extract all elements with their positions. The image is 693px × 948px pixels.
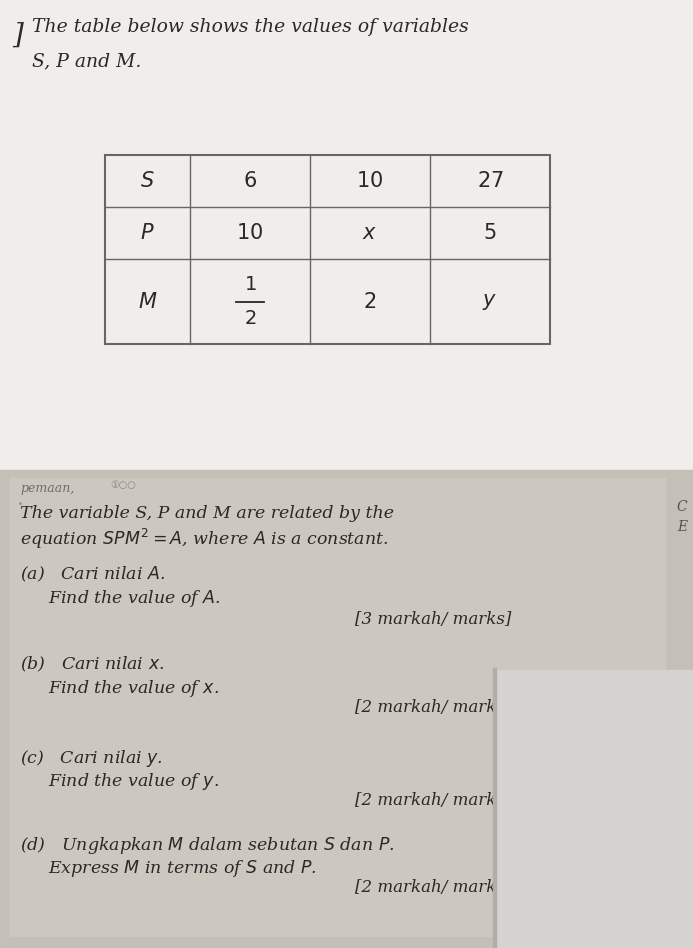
Text: E: E (677, 520, 687, 534)
Bar (10, 478, 665, 936)
Bar (495, 670, 693, 948)
Text: $M$: $M$ (138, 291, 157, 312)
Text: (d)   Ungkapkan $M$ dalam sebutan $S$ dan $P$.: (d) Ungkapkan $M$ dalam sebutan $S$ dan … (20, 835, 394, 856)
Text: $y$: $y$ (482, 291, 498, 312)
Text: $27$: $27$ (477, 171, 503, 191)
Text: [3 markah/ marks]: [3 markah/ marks] (355, 611, 511, 628)
Text: (c)   Cari nilai $y$.: (c) Cari nilai $y$. (20, 748, 163, 769)
Bar (105, 155, 550, 344)
Bar (0, 470, 693, 948)
Text: $5$: $5$ (483, 223, 497, 243)
Text: $2$: $2$ (363, 291, 376, 312)
Text: $10$: $10$ (236, 223, 263, 243)
Text: $10$: $10$ (356, 171, 384, 191)
Text: [2 markah/ marks]: [2 markah/ marks] (355, 699, 511, 716)
Bar (493, 668, 496, 948)
Text: $1$: $1$ (244, 276, 256, 294)
Text: $2$: $2$ (244, 309, 256, 327)
Text: Find the value of $A$.: Find the value of $A$. (48, 588, 220, 609)
Text: ]: ] (12, 22, 23, 49)
Text: S, P and M.: S, P and M. (32, 52, 141, 70)
Text: $6$: $6$ (243, 171, 257, 191)
Text: Express $M$ in terms of $S$ and $P$.: Express $M$ in terms of $S$ and $P$. (48, 858, 317, 879)
Text: ①○○: ①○○ (110, 480, 136, 490)
Text: C: C (676, 500, 687, 514)
Text: (a)   Cari nilai $A$.: (a) Cari nilai $A$. (20, 565, 165, 584)
Text: pemaan,: pemaan, (20, 482, 74, 495)
Text: The variable S, P and M are related by the: The variable S, P and M are related by t… (20, 505, 394, 522)
Text: [2 markah/ marks]: [2 markah/ marks] (355, 792, 511, 809)
Text: •: • (18, 500, 23, 509)
Text: $S$: $S$ (140, 171, 155, 191)
Text: Find the value of $x$.: Find the value of $x$. (48, 678, 219, 699)
Text: [2 markah/ marks]: [2 markah/ marks] (355, 879, 511, 896)
Bar (0, 0, 693, 470)
Text: $x$: $x$ (362, 224, 378, 243)
Text: Find the value of $y$.: Find the value of $y$. (48, 771, 219, 792)
Text: (b)   Cari nilai $x$.: (b) Cari nilai $x$. (20, 655, 164, 674)
Text: The table below shows the values of variables: The table below shows the values of vari… (32, 18, 468, 36)
Text: $P$: $P$ (140, 223, 155, 243)
Text: equation $SPM^2 = A$, where $A$ is a constant.: equation $SPM^2 = A$, where $A$ is a con… (20, 527, 389, 551)
